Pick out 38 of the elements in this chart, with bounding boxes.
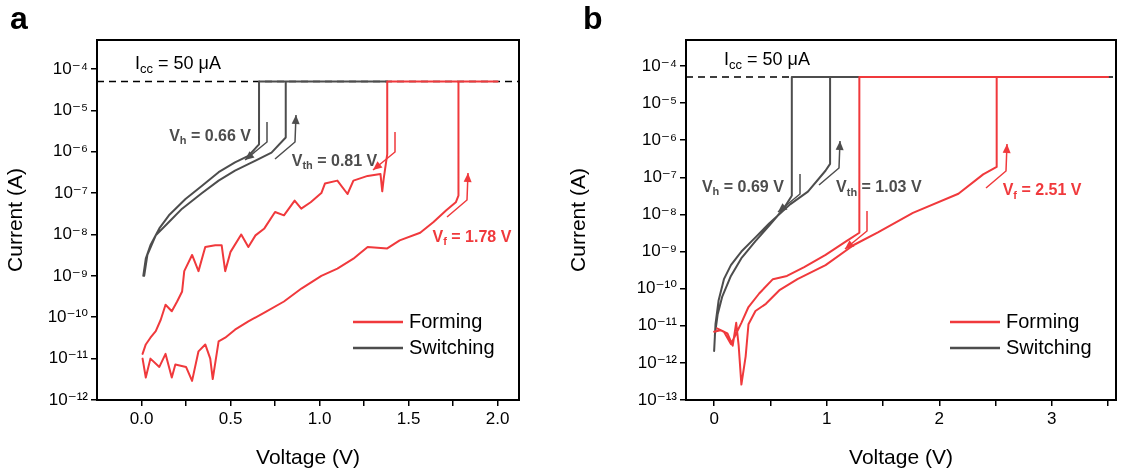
- chart-title: a: [10, 0, 28, 37]
- y-tick-label: 10⁻⁹: [52, 265, 88, 285]
- x-tick-label: 0.5: [218, 408, 243, 428]
- legend-label: Forming: [1006, 309, 1080, 332]
- legend-label: Forming: [409, 309, 483, 332]
- y-tick-label: 10⁻¹¹: [48, 348, 89, 368]
- x-tick-label: 0: [709, 408, 719, 428]
- legend-label: Switching: [409, 335, 495, 358]
- x-tick-label: 1.5: [396, 408, 421, 428]
- y-tick-label: 10⁻⁵: [642, 92, 677, 112]
- chart-title: b: [583, 0, 603, 37]
- y-tick-label: 10⁻⁶: [642, 129, 677, 149]
- y-axis-title: Current (A): [3, 168, 27, 272]
- y-axis-title: Current (A): [566, 168, 590, 272]
- x-axis-title: Voltage (V): [849, 445, 953, 469]
- y-tick-label: 10⁻⁹: [641, 241, 677, 261]
- legend-label: Switching: [1006, 335, 1092, 358]
- y-tick-label: 10⁻⁶: [53, 141, 88, 161]
- x-tick-label: 2.0: [485, 408, 510, 428]
- y-tick-label: 10⁻⁴: [641, 55, 677, 75]
- x-tick-label: 1.0: [307, 408, 332, 428]
- x-tick-label: 1: [821, 408, 832, 428]
- y-tick-label: 10⁻⁸: [52, 224, 88, 244]
- y-tick-label: 10⁻⁵: [53, 100, 88, 119]
- y-tick-label: 10⁻¹¹: [637, 315, 678, 335]
- x-tick-label: 0.0: [129, 408, 154, 428]
- x-axis-title: Voltage (V): [256, 445, 360, 469]
- y-tick-label: 10⁻⁷: [53, 182, 88, 202]
- y-tick-label: 10⁻¹³: [637, 389, 678, 409]
- y-tick-label: 10⁻⁷: [642, 166, 677, 186]
- y-tick-label: 10⁻¹²: [48, 389, 89, 409]
- x-tick-label: 2: [934, 408, 945, 428]
- y-tick-label: 10⁻¹⁰: [636, 278, 678, 298]
- y-tick-label: 10⁻⁴: [52, 58, 88, 78]
- y-tick-label: 10⁻¹⁰: [47, 306, 89, 326]
- y-tick-label: 10⁻⁸: [641, 204, 677, 224]
- y-tick-label: 10⁻¹²: [637, 352, 678, 372]
- x-tick-label: 3: [1047, 408, 1057, 428]
